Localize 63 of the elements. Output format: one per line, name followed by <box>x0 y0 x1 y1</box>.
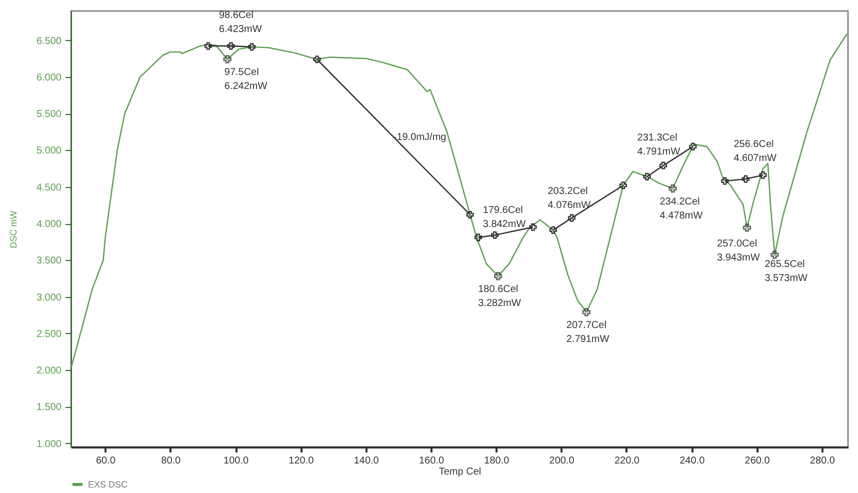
legend-label: EXS DSC <box>88 480 128 490</box>
point <box>721 177 729 185</box>
point <box>204 42 212 50</box>
point <box>742 224 752 232</box>
y-tick-label: 3.500 <box>36 256 62 267</box>
y-tick-label: 6.000 <box>36 72 62 84</box>
point <box>770 250 779 259</box>
annotation: 180.6Cel 3.282mW <box>478 284 522 310</box>
annotation: 97.5Cel 6.242mW <box>224 67 268 92</box>
annotation: 179.6Cel 3.842mW <box>482 205 526 230</box>
point <box>759 171 767 179</box>
y-tick-label: 4.000 <box>36 219 62 230</box>
point <box>494 272 502 280</box>
point <box>568 214 576 222</box>
annotation: 231.3Cel 4.791mW <box>637 132 681 158</box>
x-tick-label: 280.0 <box>810 456 836 466</box>
point <box>619 182 627 190</box>
y-tick-label: 2.000 <box>36 366 62 377</box>
point <box>529 223 537 231</box>
x-tick-label: 100.0 <box>224 456 249 466</box>
point <box>689 142 697 150</box>
y-axis-title: DSC mW <box>8 210 18 248</box>
x-tick-label: 180.0 <box>484 456 510 466</box>
line-series <box>70 33 848 368</box>
point <box>491 231 499 239</box>
x-tick-label: 140.0 <box>354 456 380 466</box>
annotation: 265.5Cel 3.573mW <box>764 258 808 284</box>
point <box>223 55 232 64</box>
annotation: 98.6Cel 6.423mW <box>218 10 262 35</box>
point <box>668 184 677 193</box>
x-tick-label: 220.0 <box>614 456 640 466</box>
x-tick-label: 120.0 <box>288 456 314 466</box>
y-tick-label: 1.000 <box>36 438 62 450</box>
y-tick-label: 1.500 <box>36 402 62 414</box>
x-axis-title: Temp Cel <box>438 466 482 478</box>
y-tick-label: 3.000 <box>36 292 62 304</box>
x-tick-label: 60.0 <box>96 456 116 466</box>
y-tick-label: 5.000 <box>36 146 62 157</box>
point <box>313 56 321 64</box>
annotation: 256.6Cel 4.607mW <box>734 139 778 164</box>
point <box>643 172 651 180</box>
annotation: 203.2Cel 4.076mW <box>548 186 592 211</box>
annotation: -19.0mJ/mg <box>393 132 446 144</box>
y-tick-label: 5.500 <box>36 109 62 120</box>
x-tick-label: 240.0 <box>680 456 706 466</box>
x-tick-label: 200.0 <box>549 456 575 466</box>
x-tick-label: 80.0 <box>161 456 182 466</box>
y-tick-label: 6.500 <box>36 36 62 47</box>
point <box>660 162 668 170</box>
point <box>742 175 750 183</box>
point <box>549 226 557 234</box>
annotation: 207.7Cel 2.791mW <box>566 320 610 346</box>
point <box>582 308 590 316</box>
annotation: 234.2Cel 4.478mW <box>660 196 704 222</box>
point <box>466 210 474 218</box>
point <box>227 42 235 50</box>
x-tick-label: 260.0 <box>744 456 770 466</box>
y-tick-label: 4.500 <box>36 182 62 194</box>
point <box>248 43 256 51</box>
point <box>474 234 482 242</box>
annotation: 257.0Cel 3.943mW <box>717 238 760 264</box>
y-tick-label: 2.500 <box>36 328 62 340</box>
x-tick-label: 160.0 <box>418 456 444 466</box>
